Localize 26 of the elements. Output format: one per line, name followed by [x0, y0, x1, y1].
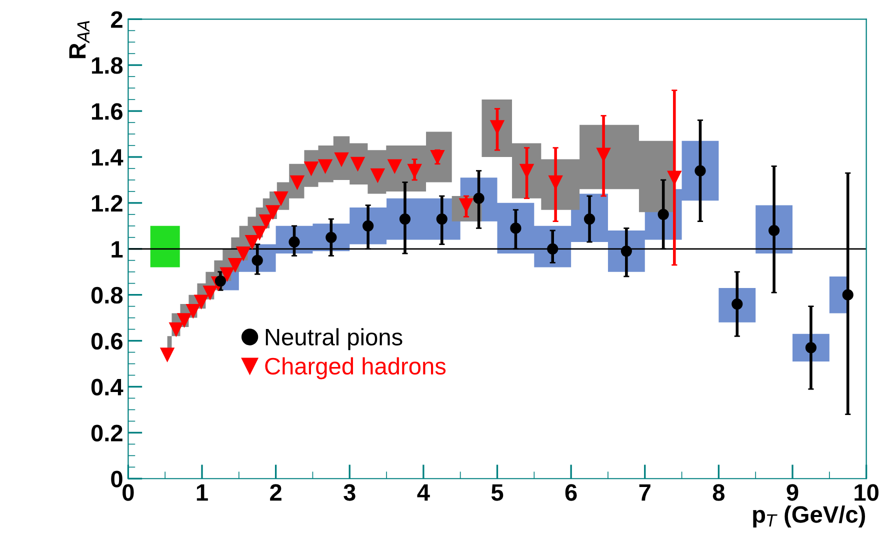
- y-tick-label: 0: [111, 470, 122, 488]
- x-tick-label: 3: [344, 484, 356, 501]
- x-tick-label: 0: [122, 484, 134, 501]
- y-tick-label: 0.6: [91, 332, 122, 350]
- x-tick-label: 4: [417, 484, 430, 501]
- y-tick-label: 1.6: [92, 103, 122, 120]
- y-tick-label: 1.2: [92, 195, 122, 212]
- x-tick-label: 7: [639, 484, 650, 501]
- y-tick-label: 1.8: [92, 57, 123, 74]
- legend-label: Neutral pions: [266, 328, 402, 350]
- x-tick-label: 5: [491, 484, 504, 501]
- y-tick-label: 0.4: [91, 378, 124, 396]
- y-tick-label: 0.8: [91, 286, 123, 304]
- x-tick-label: 8: [712, 484, 725, 501]
- x-tick-label: 10: [854, 484, 878, 501]
- x-axis-title: p$_{T}$ (GeV/c): [753, 505, 866, 528]
- y-tick-label: 0.2: [91, 424, 122, 442]
- y-tick-label: 2: [111, 11, 122, 28]
- legend-label: Charged hadrons: [265, 357, 446, 380]
- y-tick-label: 1.4: [92, 149, 124, 166]
- x-tick-label: 6: [565, 484, 577, 501]
- x-tick-label: 1: [196, 484, 208, 501]
- y-tick-label: 1: [112, 241, 123, 258]
- y-axis-title: R$_{AA}$: [69, 21, 90, 58]
- x-tick-label: 2: [270, 484, 282, 501]
- x-tick-label: 9: [786, 484, 798, 501]
